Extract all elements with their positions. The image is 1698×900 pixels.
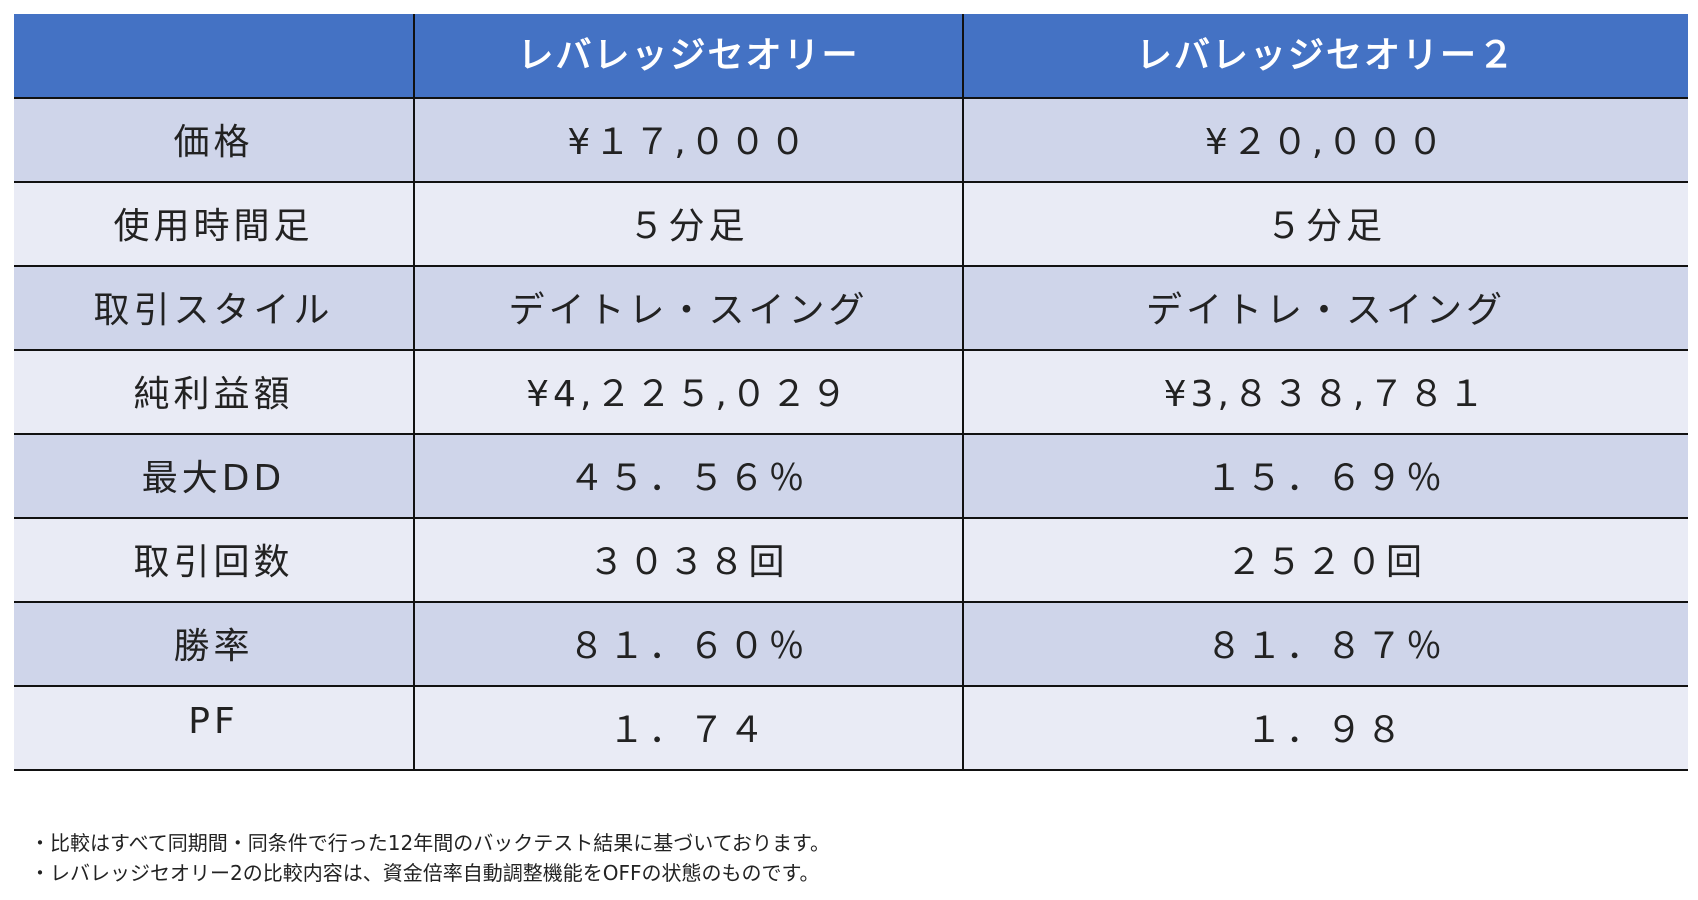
value-leverage-theory: １．７４ (414, 685, 964, 771)
value-leverage-theory: ３０３８回 (414, 517, 964, 602)
header-leverage-theory: レバレッジセオリー (414, 14, 964, 98)
value-leverage-theory: ５分足 (414, 181, 964, 266)
table-row: 取引回数 ３０３８回 ２５２０回 (14, 517, 1688, 602)
value-leverage-theory: ４５．５６％ (414, 433, 964, 518)
table-row: 使用時間足 ５分足 ５分足 (14, 181, 1688, 266)
row-label: 取引スタイル (14, 265, 415, 350)
table-row: 勝率 ８１．６０％ ８１．８７％ (14, 601, 1688, 686)
table-row: 最大DD ４５．５６％ １５．６９％ (14, 433, 1688, 518)
value-leverage-theory-2: １．９８ (963, 685, 1688, 771)
table-row: 価格 ¥１７,０００ ¥２０,０００ (14, 97, 1688, 182)
row-label: PF (14, 685, 415, 771)
value-leverage-theory: ８１．６０％ (414, 601, 964, 686)
value-leverage-theory-2: ５分足 (963, 181, 1688, 266)
row-label: 純利益額 (14, 349, 415, 434)
comparison-table: レバレッジセオリー レバレッジセオリー２ 価格 ¥１７,０００ ¥２０,０００ 使用時… (14, 14, 1688, 771)
table-row: 取引スタイル デイトレ・スイング デイトレ・スイング (14, 265, 1688, 350)
value-leverage-theory: ¥4,２２５,０２９ (414, 349, 964, 434)
value-leverage-theory-2: デイトレ・スイング (963, 265, 1688, 350)
footnote: ・レバレッジセオリー2の比較内容は、資金倍率自動調整機能をOFFの状態のものです… (30, 861, 820, 885)
header-leverage-theory-2: レバレッジセオリー２ (963, 14, 1688, 98)
row-label: 使用時間足 (14, 181, 415, 266)
value-leverage-theory-2: ２５２０回 (963, 517, 1688, 602)
footnote: ・比較はすべて同期間・同条件で行った12年間のバックテスト結果に基づいております… (30, 831, 831, 855)
table-row: 純利益額 ¥4,２２５,０２９ ¥3,８３８,７８１ (14, 349, 1688, 434)
header-row: レバレッジセオリー レバレッジセオリー２ (14, 14, 1688, 98)
row-label: 勝率 (14, 601, 415, 686)
value-leverage-theory-2: ¥3,８３８,７８１ (963, 349, 1688, 434)
value-leverage-theory-2: １５．６９％ (963, 433, 1688, 518)
value-leverage-theory-2: ¥２０,０００ (963, 97, 1688, 182)
value-leverage-theory: デイトレ・スイング (414, 265, 964, 350)
value-leverage-theory: ¥１７,０００ (414, 97, 964, 182)
footnotes: ・比較はすべて同期間・同条件で行った12年間のバックテスト結果に基づいております… (30, 828, 830, 888)
row-label: 最大DD (14, 433, 415, 518)
row-label: 価格 (14, 97, 415, 182)
row-label: 取引回数 (14, 517, 415, 602)
value-leverage-theory-2: ８１．８７％ (963, 601, 1688, 686)
table-row: PF １．７４ １．９８ (14, 685, 1688, 771)
header-blank (14, 14, 415, 98)
